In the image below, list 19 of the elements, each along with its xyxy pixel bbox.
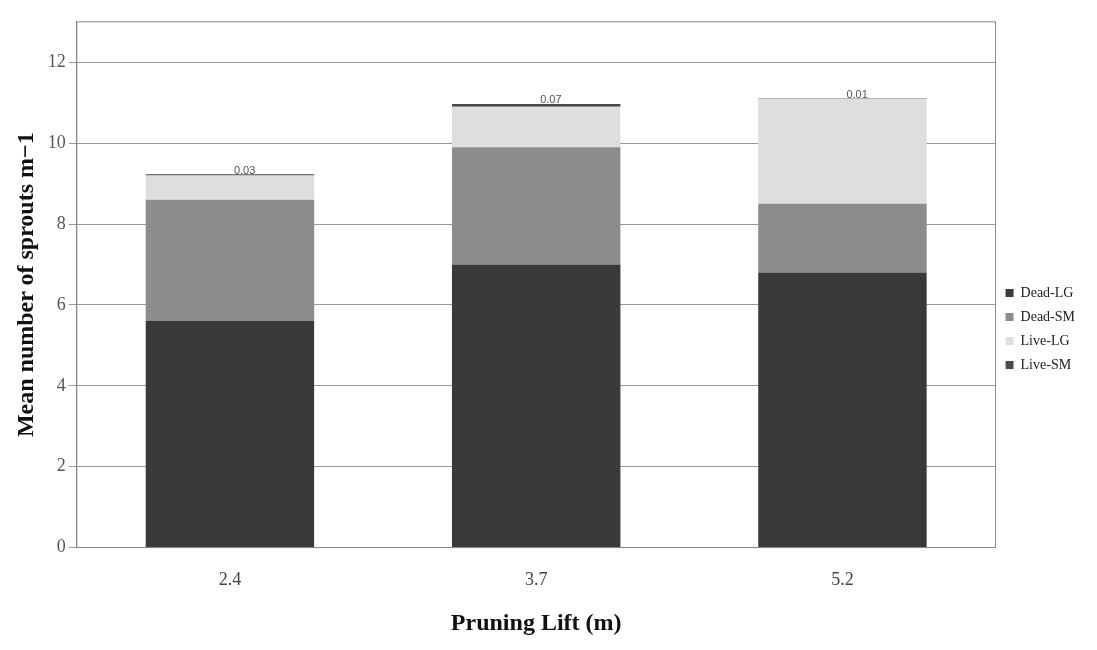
x-tick-label: 2.4	[218, 569, 242, 590]
legend-label: Live-LG	[1020, 332, 1070, 348]
data-label: 0.07	[540, 93, 562, 106]
y-axis-title: Mean number of sprouts m−1	[11, 132, 38, 438]
x-tick-label: 3.7	[524, 569, 548, 590]
x-tick-label: 5.2	[831, 569, 854, 590]
y-tick-label: 10	[47, 131, 66, 152]
legend-label: Dead-SM	[1020, 308, 1076, 324]
y-tick-label: 4	[56, 374, 66, 395]
data-label: 0.03	[233, 163, 256, 176]
y-tick-label: 0	[56, 536, 66, 557]
data-label: 0.01	[846, 87, 868, 100]
y-tick-label: 6	[56, 293, 66, 314]
legend-label: Dead-LG	[1020, 284, 1074, 300]
y-tick-label: 12	[47, 50, 66, 71]
legend-label: Live-SM	[1020, 356, 1072, 372]
x-axis-title: Pruning Lift (m)	[450, 608, 622, 635]
y-tick-label: 8	[56, 212, 66, 233]
y-tick-label: 2	[56, 455, 66, 476]
